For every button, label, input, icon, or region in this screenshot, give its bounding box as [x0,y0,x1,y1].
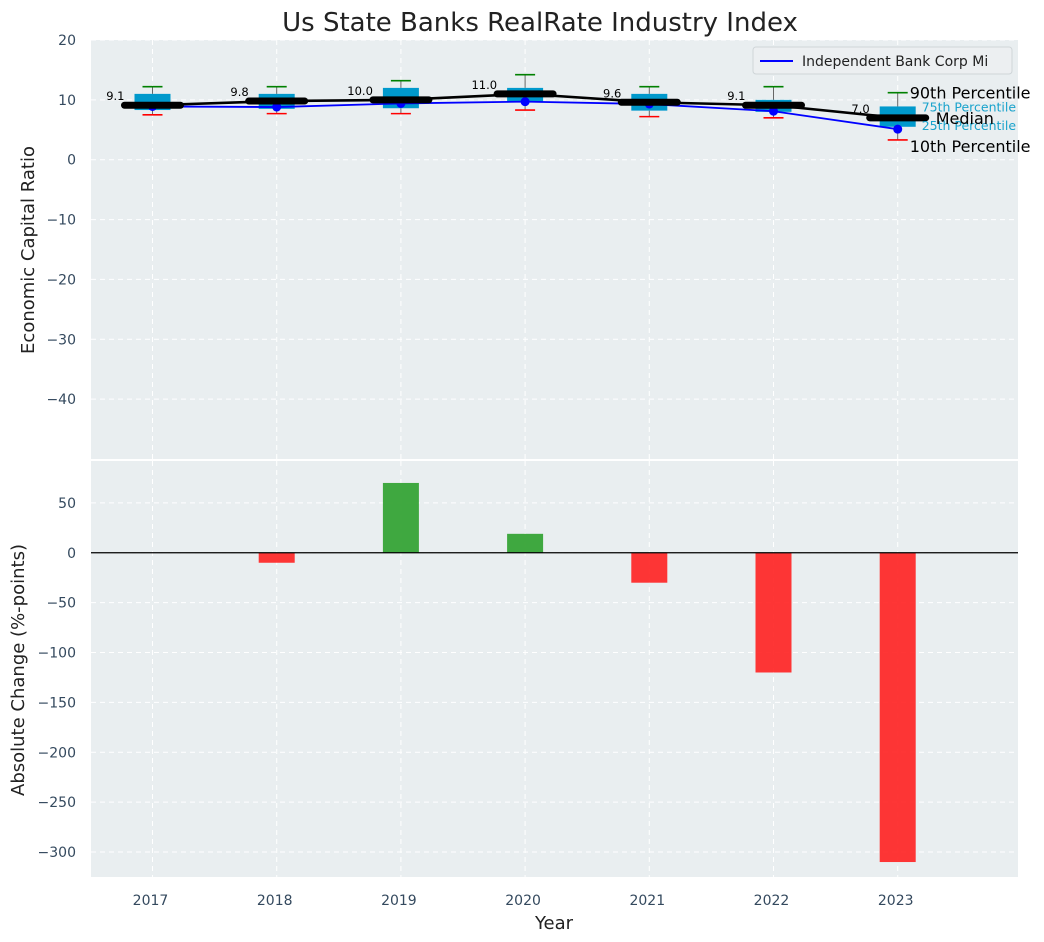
bottom-y-tick-label: −250 [38,795,76,811]
change-bar [631,552,668,583]
top-plot-background [91,40,1018,459]
x-tick-label: 2021 [629,893,665,909]
x-tick-label: 2020 [505,893,541,909]
top-y-tick-label: −20 [46,272,76,288]
top-y-tick-labels: 20 10 0 −10 −20 −30 −40 [46,33,76,408]
x-tick-labels: 2017 2018 2019 2020 2021 2022 2023 [133,893,914,909]
bank-point [272,102,282,112]
annotation-p75: 75th Percentile [922,99,1017,114]
legend-box [752,46,1013,75]
bottom-y-tick-label: −300 [38,845,76,861]
median-value-label: 11.0 [471,78,497,92]
bottom-y-tick-label: −150 [38,695,76,711]
bottom-y-tick-label: 50 [58,496,76,512]
bottom-y-tick-labels: 50 0 −50 −100 −150 −200 −250 −300 [38,496,76,861]
median-value-label: 9.1 [727,89,745,103]
top-y-axis-label: Economic Capital Ratio [18,146,39,354]
top-y-tick-label: 10 [58,93,76,109]
annotation-median: Median [936,109,994,128]
bank-point [769,106,778,116]
annotation-p25: 25th Percentile [922,118,1017,133]
median-value-label: 7.0 [851,102,869,116]
top-gridlines [91,39,1018,459]
chart-title: Us State Banks RealRate Industry Index [282,8,798,38]
bank-point [520,97,530,107]
median-value-label: 9.8 [230,85,248,99]
x-tick-label: 2019 [381,893,417,909]
top-y-tick-label: 0 [67,153,76,169]
bottom-y-axis-label: Absolute Change (%-points) [8,544,29,796]
bottom-y-tick-label: −50 [46,596,76,612]
change-bar [258,552,295,563]
x-axis-label: Year [534,913,574,934]
change-bar [755,552,792,673]
annotation-p10: 10th Percentile [910,137,1031,156]
bottom-plot-background [91,461,1018,877]
top-chart-marks: 9.1 9.8 10.0 11.0 9.6 9.1 7.0 90th Percentile75… [106,73,1031,156]
bank-point [893,124,903,134]
x-tick-label: 2023 [878,893,914,909]
x-tick-label: 2022 [754,893,790,909]
legend-label-bank: Independent Bank Corp Mi [802,54,988,70]
change-bar [382,482,419,553]
bottom-y-tick-label: 0 [67,546,76,562]
bottom-y-tick-label: −200 [38,745,76,761]
median-value-label: 10.0 [347,84,373,98]
median-value-label: 9.6 [603,86,621,100]
x-tick-label: 2017 [133,893,169,909]
top-y-tick-label: −30 [46,332,76,348]
top-y-tick-label: −40 [46,392,76,408]
bottom-chart-marks [91,482,1018,863]
x-tick-label: 2018 [257,893,293,909]
top-y-tick-label: 20 [58,33,76,49]
median-value-label: 9.1 [106,89,124,103]
annotation-p90: 90th Percentile [910,84,1031,103]
legend: Independent Bank Corp Mi [752,46,1013,75]
bottom-y-tick-label: −100 [38,646,76,662]
top-y-tick-label: −10 [46,213,76,229]
change-bar [507,533,544,553]
change-bar [879,552,916,863]
